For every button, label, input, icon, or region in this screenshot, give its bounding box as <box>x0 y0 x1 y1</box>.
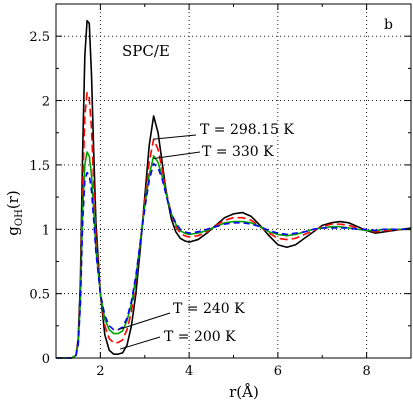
panel-label: b <box>384 17 393 33</box>
series-group <box>56 19 412 359</box>
x-tick-label: 6 <box>274 364 282 379</box>
y-tick-label: 2 <box>42 95 50 110</box>
annotation-leader <box>153 151 201 159</box>
y-tick-label: 0 <box>42 352 50 367</box>
y-axis-label-main: g <box>4 226 22 236</box>
x-axis-label: r(Å) <box>229 383 259 401</box>
series-line-3 <box>56 151 411 359</box>
annotation-label: T = 298.15 K <box>200 122 294 138</box>
annotation-leader <box>120 336 161 350</box>
y-tick-label: 0.5 <box>29 288 50 303</box>
y-axis-label: gOH(r) <box>4 190 25 235</box>
y-tick-label: 1.5 <box>29 159 50 174</box>
y-axis-label-tail: (r) <box>4 190 22 209</box>
y-tick-label: 2.5 <box>29 30 50 45</box>
series-line-1 <box>56 19 412 359</box>
annotations: T = 298.15 K T = 330 K T = 240 K T = 200 K <box>117 122 294 350</box>
ticks: 2 4 6 8 0 0.5 1 1.5 2 2.5 <box>29 4 411 379</box>
model-label: SPC/E <box>122 42 170 60</box>
annotation-label: T = 240 K <box>173 301 245 317</box>
x-tick-label: 4 <box>185 364 193 379</box>
y-tick-label: 1 <box>42 223 50 238</box>
series-line-4 <box>56 162 411 359</box>
annotation-leader <box>117 312 171 331</box>
x-tick-label: 2 <box>96 364 104 379</box>
annotation-leader <box>153 134 197 140</box>
grid-lines <box>56 4 411 358</box>
x-tick-label: 8 <box>362 364 370 379</box>
y-axis-label-sub: OH <box>14 209 25 226</box>
annotation-label: T = 200 K <box>164 329 236 345</box>
annotation-label: T = 330 K <box>202 144 274 160</box>
